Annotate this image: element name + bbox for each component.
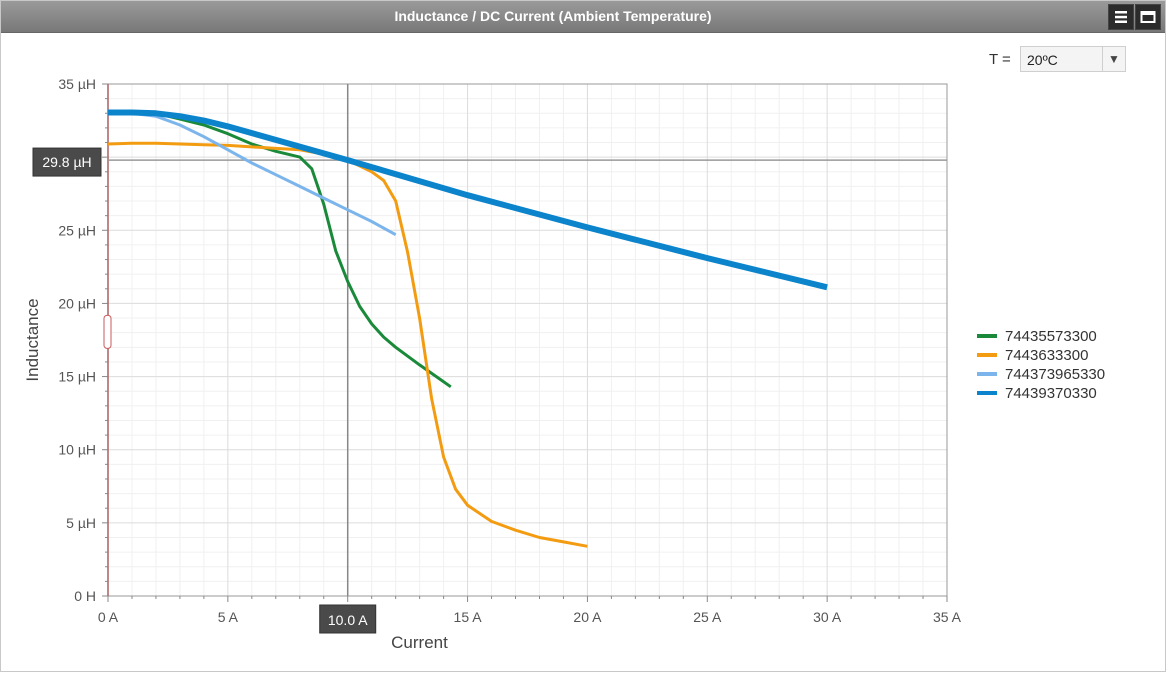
x-tick-label: 35 A — [933, 609, 962, 625]
menu-button[interactable] — [1108, 4, 1134, 30]
y-axis-title: Inductance — [23, 298, 42, 381]
x-tick-label: 25 A — [693, 609, 722, 625]
y-tick-label: 5 µH — [66, 515, 96, 531]
crosshair-y-label-box — [32, 147, 102, 177]
series-line-74435573300[interactable] — [107, 111, 452, 389]
series-line-7443633300[interactable] — [107, 141, 588, 548]
maximize-button[interactable] — [1135, 4, 1161, 30]
y-tick-label: 0 H — [74, 588, 96, 604]
y-tick-label: 20 µH — [58, 295, 96, 311]
temperature-select[interactable]: 20ºC ▼ — [1020, 46, 1126, 72]
y-tick-label: 15 µH — [58, 369, 96, 385]
window-maximize-icon — [1140, 11, 1156, 23]
legend-item-label[interactable]: 74435573300 — [1005, 328, 1097, 345]
x-tick-label: 15 A — [454, 609, 483, 625]
crosshair-x-label: 10.0 A — [328, 612, 368, 628]
hamburger-menu-icon — [1115, 11, 1127, 23]
crosshair-y-label: 29.8 µH — [42, 154, 91, 170]
y-axis-drag-handle[interactable] — [103, 314, 112, 349]
x-tick-label: 0 A — [98, 609, 119, 625]
y-tick-label: 35 µH — [58, 76, 96, 92]
x-tick-label: 30 A — [813, 609, 842, 625]
window-title: Inductance / DC Current (Ambient Tempera… — [394, 8, 712, 24]
inductance-chart[interactable]: 0 A5 A10 A15 A20 A25 A30 A35 A0 H5 µH10 … — [1, 32, 1165, 672]
title-bar: Inductance / DC Current (Ambient Tempera… — [1, 1, 1165, 33]
x-tick-label: 5 A — [218, 609, 239, 625]
y-tick-label: 25 µH — [58, 222, 96, 238]
chevron-down-icon: ▼ — [1102, 47, 1125, 71]
y-tick-label: 10 µH — [58, 442, 96, 458]
legend-item-label[interactable]: 7443633300 — [1005, 347, 1088, 364]
legend-item-label[interactable]: 744373965330 — [1005, 366, 1105, 383]
temperature-label: T = — [989, 51, 1011, 68]
legend-item-label[interactable]: 74439370330 — [1005, 385, 1097, 402]
x-tick-label: 20 A — [573, 609, 602, 625]
temperature-value: 20ºC — [1027, 52, 1058, 68]
x-axis-title: Current — [391, 633, 448, 652]
series-line-74439370330[interactable] — [108, 109, 828, 291]
crosshair-x-label-box — [319, 604, 377, 634]
